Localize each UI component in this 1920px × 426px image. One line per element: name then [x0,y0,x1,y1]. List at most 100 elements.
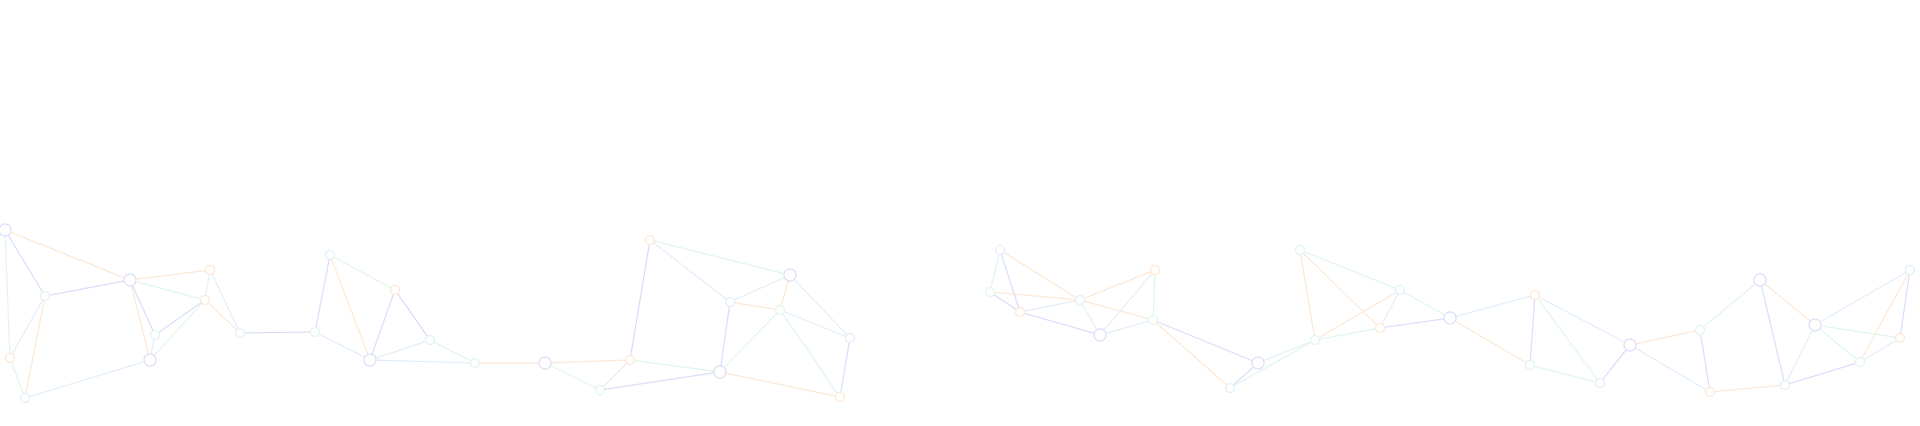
mesh-node [1394,284,1406,296]
mesh-line [779,309,841,398]
mesh-line [1599,344,1631,384]
mesh-line [129,279,206,301]
mesh-node [1753,273,1767,287]
mesh-line [599,371,721,391]
mesh-node [1147,314,1159,326]
mesh-line [1099,319,1154,336]
mesh-line [239,331,316,334]
mesh-node [1904,264,1916,276]
mesh-line [369,289,396,361]
mesh-line [789,274,851,339]
mesh-line [1019,299,1081,313]
mesh-line [329,254,396,291]
mesh-node [1251,356,1265,370]
mesh-node [834,391,846,403]
mesh-line [1079,269,1156,301]
mesh-line [1229,339,1316,389]
mesh-line [314,331,371,361]
mesh-line [1449,294,1536,319]
mesh-line [1629,329,1701,346]
mesh-node [994,244,1006,256]
mesh-node [234,327,246,339]
mesh-line [129,269,211,281]
mesh-line [394,289,431,341]
mesh-node [309,326,321,338]
mesh-line [369,339,431,361]
mesh-node [199,294,211,306]
mesh-line [1529,294,1536,366]
mesh-line [4,229,11,359]
mesh-line [1899,269,1911,339]
mesh-line [4,229,131,281]
mesh-node [644,234,656,246]
mesh-line [1314,327,1381,341]
mesh-line [1699,279,1761,331]
mesh-line [9,295,46,359]
mesh-node [1694,324,1706,336]
mesh-line [1152,319,1259,364]
mesh-line [204,299,241,334]
mesh-line [719,309,781,373]
mesh-line [1399,289,1451,319]
mesh-node [1374,322,1386,334]
mesh-node [1014,306,1026,318]
mesh-line [24,359,151,399]
mesh-line [129,279,151,361]
mesh-line [209,269,241,334]
mesh-line [719,371,841,398]
mesh-line [1784,361,1861,386]
mesh-node [1779,379,1791,391]
mesh-line [1152,269,1156,321]
mesh-node [1224,382,1236,394]
mesh-line [839,337,851,398]
mesh-node [1524,359,1536,371]
mesh-line [544,359,631,364]
mesh-line [729,301,781,311]
mesh-node [389,284,401,296]
mesh-node [1309,334,1321,346]
mesh-line [1079,299,1154,321]
mesh-line [629,239,651,361]
mesh-line [9,357,26,399]
mesh-node [1093,328,1107,342]
mesh-line [1859,337,1901,363]
mesh-line [719,301,731,373]
mesh-line [1449,317,1531,366]
mesh-node [774,304,786,316]
mesh-line [369,359,476,364]
mesh-line [1814,324,1901,339]
mesh-line [999,249,1081,301]
mesh-line [729,274,791,303]
mesh-line [1099,269,1156,336]
mesh-node [1149,264,1161,276]
mesh-line [1019,311,1101,336]
mesh-node [149,329,161,341]
mesh-line [1814,324,1861,363]
mesh-node [324,249,336,261]
mesh-line [429,339,476,364]
mesh-line [1814,269,1911,326]
mesh-line [1314,289,1401,341]
mesh-line [129,279,156,336]
mesh-node [19,392,31,404]
mesh-node [1294,244,1306,256]
mesh-line [1079,299,1101,336]
mesh-line [1629,344,1711,393]
mesh-node [724,296,736,308]
mesh-line [1379,317,1451,329]
mesh-line [24,295,46,399]
mesh-line [1257,339,1316,364]
mesh-node [39,290,51,302]
mesh-node [844,332,856,344]
mesh-line [629,359,721,373]
mesh-node [469,357,481,369]
mesh-node [1808,318,1822,332]
mesh-line [44,279,131,297]
mesh-node [424,334,436,346]
mesh-node [624,354,636,366]
mesh-node [1704,386,1716,398]
mesh-node [594,384,606,396]
mesh-line [989,291,1081,301]
mesh-line [599,359,631,391]
